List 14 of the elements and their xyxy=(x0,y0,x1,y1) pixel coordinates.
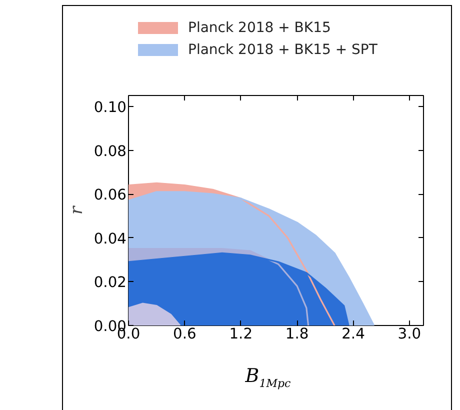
y-axis-title: r xyxy=(66,204,87,215)
x-tick-label: 3.0 xyxy=(398,326,422,342)
y-tick-label: 0.04 xyxy=(94,230,127,248)
x-tick-label: 2.4 xyxy=(342,326,365,342)
y-tick-label: 0.02 xyxy=(94,274,127,292)
y-tick-label: 0.08 xyxy=(94,142,127,160)
x-tick-label: 1.8 xyxy=(285,326,309,342)
x-tick-label: 1.2 xyxy=(229,326,253,342)
y-tick-label: 0.06 xyxy=(94,186,127,204)
y-tick-label: 0.10 xyxy=(94,98,127,116)
legend-label: Planck 2018 + BK15 + SPT xyxy=(188,41,378,60)
x-tick-label: 0.6 xyxy=(173,326,196,342)
legend-label: Planck 2018 + BK15 xyxy=(188,19,331,38)
x-axis-title: B$_{1Mpc}$ xyxy=(245,365,291,390)
